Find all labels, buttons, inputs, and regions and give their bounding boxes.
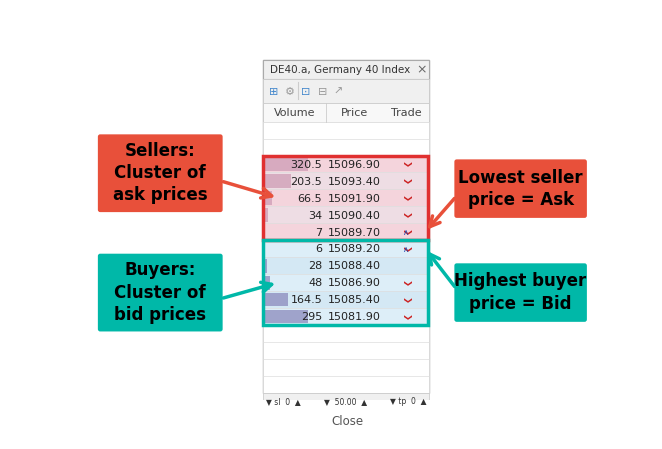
FancyBboxPatch shape [263,103,429,122]
Text: ❯: ❯ [401,314,410,321]
FancyBboxPatch shape [454,263,587,322]
FancyBboxPatch shape [263,359,429,376]
Text: DE40.a, Germany 40 Index: DE40.a, Germany 40 Index [270,65,410,75]
Text: ❯: ❯ [401,229,410,236]
Text: 15085.40: 15085.40 [328,295,381,305]
Text: ⊡: ⊡ [301,87,310,97]
FancyBboxPatch shape [263,276,270,290]
FancyBboxPatch shape [263,240,429,257]
FancyBboxPatch shape [263,191,272,205]
Text: 15081.90: 15081.90 [328,312,381,322]
Text: ∧: ∧ [403,228,409,237]
FancyBboxPatch shape [263,60,429,79]
FancyBboxPatch shape [263,342,429,359]
Text: 15096.90: 15096.90 [328,160,381,170]
Text: 34: 34 [308,211,322,220]
FancyBboxPatch shape [319,410,375,432]
Text: ❯: ❯ [401,297,410,304]
FancyBboxPatch shape [454,159,587,218]
FancyBboxPatch shape [263,79,429,103]
FancyBboxPatch shape [263,189,429,207]
Text: ❯: ❯ [401,161,410,168]
Text: Buyers:
Cluster of
bid prices: Buyers: Cluster of bid prices [115,261,207,324]
Text: 295: 295 [301,312,322,322]
FancyBboxPatch shape [263,139,429,155]
Text: Close: Close [331,415,363,428]
Text: ❯: ❯ [401,195,410,202]
FancyBboxPatch shape [98,134,222,212]
FancyBboxPatch shape [263,291,429,308]
FancyBboxPatch shape [263,223,429,240]
Text: ❯: ❯ [401,246,410,253]
Text: 66.5: 66.5 [298,194,322,204]
Text: 48: 48 [308,278,322,288]
Text: 6: 6 [315,244,322,255]
FancyBboxPatch shape [263,410,319,432]
FancyBboxPatch shape [263,293,288,306]
Text: ▼ tp  0  ▲: ▼ tp 0 ▲ [389,397,426,406]
Text: ❯: ❯ [401,178,410,185]
FancyBboxPatch shape [263,393,429,409]
FancyBboxPatch shape [263,325,429,342]
FancyBboxPatch shape [263,122,429,139]
Text: Volume: Volume [273,108,315,118]
Text: ∧: ∧ [403,245,409,254]
FancyBboxPatch shape [263,60,429,393]
Text: Highest buyer
price = Bid: Highest buyer price = Bid [455,273,587,313]
FancyBboxPatch shape [263,376,429,393]
FancyBboxPatch shape [263,174,291,188]
FancyBboxPatch shape [263,207,429,223]
Text: 15088.40: 15088.40 [328,261,381,271]
FancyBboxPatch shape [263,157,308,171]
FancyBboxPatch shape [263,259,267,273]
Text: ▼ sl  0  ▲: ▼ sl 0 ▲ [265,397,301,406]
Text: 15086.90: 15086.90 [328,278,381,288]
FancyBboxPatch shape [263,274,429,291]
Text: 15089.20: 15089.20 [328,244,381,255]
Text: 28: 28 [308,261,322,271]
Text: 15090.40: 15090.40 [328,211,381,220]
Text: Buy: Buy [391,415,415,428]
Text: ⊞: ⊞ [269,87,278,97]
Text: 15093.40: 15093.40 [328,177,381,187]
Text: 15089.70: 15089.70 [328,228,381,238]
Text: Price: Price [341,108,368,118]
FancyBboxPatch shape [98,254,222,331]
Text: 203.5: 203.5 [291,177,322,187]
FancyBboxPatch shape [375,410,431,432]
Text: ❯: ❯ [401,212,410,219]
FancyBboxPatch shape [263,208,268,222]
Text: 7: 7 [315,228,322,238]
FancyBboxPatch shape [263,242,264,255]
Text: ❯: ❯ [401,280,410,287]
Text: Sell: Sell [279,415,303,428]
Text: 15091.90: 15091.90 [328,194,381,204]
Text: ⚙: ⚙ [285,87,295,97]
Text: ▼  50.00  ▲: ▼ 50.00 ▲ [324,397,367,406]
FancyBboxPatch shape [263,257,429,274]
Text: Trade: Trade [391,108,421,118]
Text: 320.5: 320.5 [291,160,322,170]
FancyBboxPatch shape [263,309,308,323]
FancyBboxPatch shape [263,155,429,172]
Text: ⊟: ⊟ [318,87,327,97]
Text: 164.5: 164.5 [291,295,322,305]
FancyBboxPatch shape [263,225,264,239]
Text: ×: × [416,64,427,76]
Text: ↗: ↗ [334,87,343,97]
Text: Lowest seller
price = Ask: Lowest seller price = Ask [458,168,583,209]
Text: Sellers:
Cluster of
ask prices: Sellers: Cluster of ask prices [113,142,208,204]
FancyBboxPatch shape [263,172,429,189]
FancyBboxPatch shape [263,308,429,325]
